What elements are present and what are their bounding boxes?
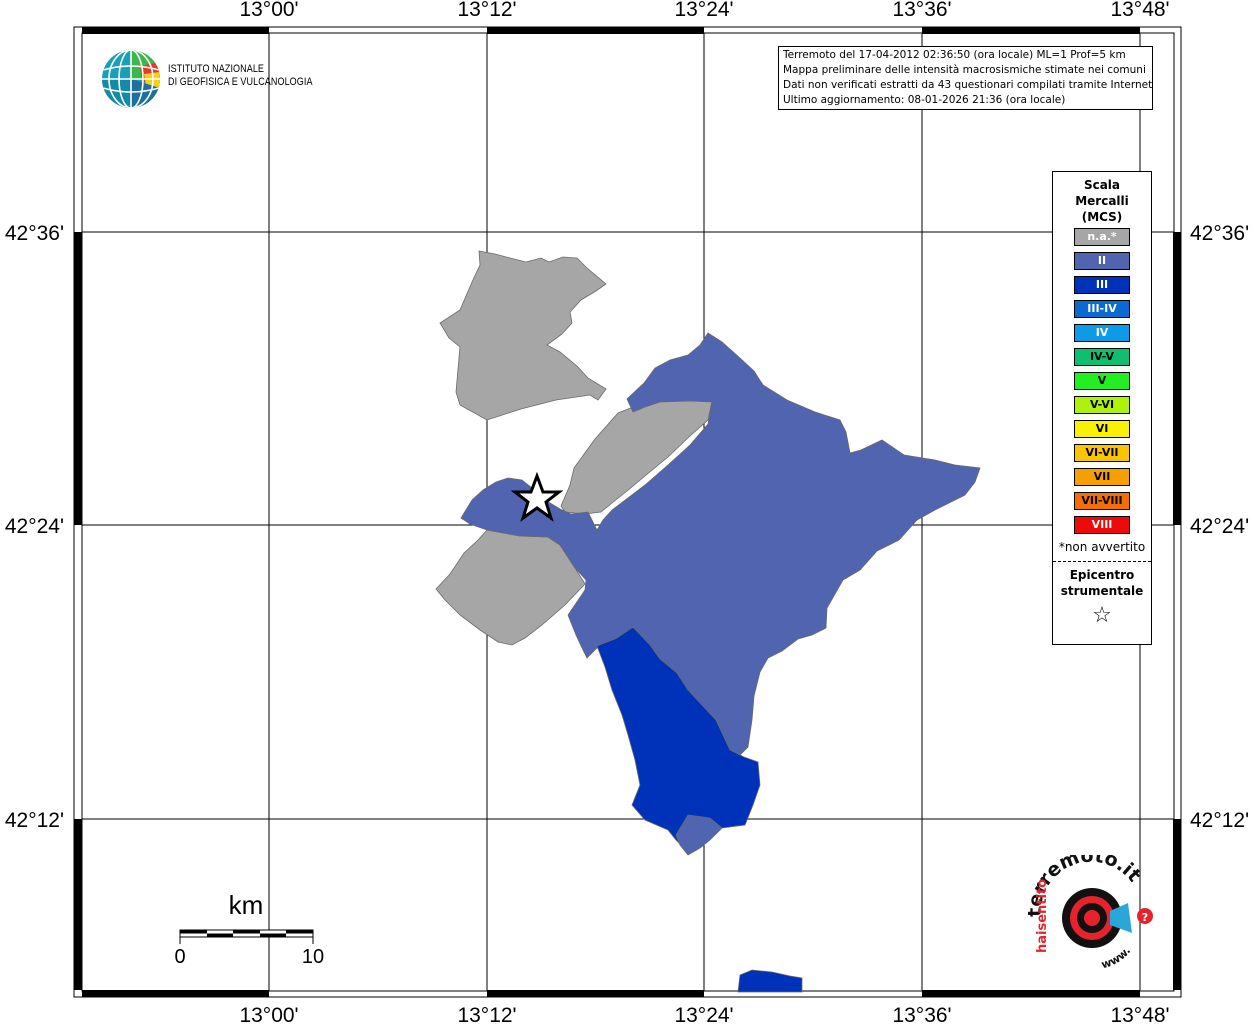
megaphone-icon bbox=[1110, 903, 1132, 933]
legend-swatch: VI-VII bbox=[1074, 444, 1130, 462]
mcs-legend: Scala Mercalli (MCS) n.a.* II III III-IV IV I… bbox=[1052, 171, 1152, 645]
lat-labels-right: 42°36' 42°24' 42°12' bbox=[1190, 222, 1249, 832]
ingv-globe-icon bbox=[102, 50, 160, 108]
legend-title-line1: Scala bbox=[1083, 178, 1121, 192]
legend-swatch: VII bbox=[1074, 468, 1130, 486]
municipality-ii-southtip bbox=[675, 814, 723, 856]
map-border-bottom bbox=[82, 990, 1140, 997]
legend-epicenter-line2: strumentale bbox=[1060, 584, 1144, 598]
question-bubble-icon bbox=[1137, 908, 1153, 924]
legend-epicenter-line1: Epicentro bbox=[1069, 568, 1135, 582]
legend-swatch: VI bbox=[1074, 420, 1130, 438]
legend-swatch: IV-V bbox=[1074, 348, 1130, 366]
lon-tick-label: 13°12' bbox=[457, 1004, 516, 1024]
ingv-logo-line2: DI GEOFISICA E VULCANOLOGIA bbox=[168, 76, 313, 88]
ingv-logo-text: ISTITUTO NAZIONALE DI GEOFISICA E VULCAN… bbox=[168, 63, 313, 89]
lon-tick-label: 13°48' bbox=[1110, 1004, 1169, 1024]
lon-tick-label: 13°24' bbox=[674, 1004, 733, 1024]
lat-tick-label: 42°24' bbox=[1190, 515, 1249, 538]
legend-swatch: VIII bbox=[1074, 516, 1130, 534]
legend-title-line2: Mercalli bbox=[1075, 194, 1129, 208]
legend-items: n.a.* II III III-IV IV IV-V V V-VI VI VI-VII VII VI… bbox=[1053, 228, 1151, 534]
map-border-left bbox=[74, 232, 82, 990]
lon-tick-label: 13°36' bbox=[892, 1004, 951, 1024]
legend-swatch: VII-VIII bbox=[1074, 492, 1130, 510]
epicenter-star-icon bbox=[510, 471, 564, 522]
event-info-box: Terremoto del 17-04-2012 02:36:50 (ora l… bbox=[778, 46, 1153, 110]
legend-swatch: IV bbox=[1074, 324, 1130, 342]
lon-tick-label: 13°00' bbox=[239, 0, 298, 21]
lon-tick-label: 13°24' bbox=[674, 0, 733, 21]
map-border-right bbox=[1173, 232, 1181, 990]
scale-bar-max: 10 bbox=[302, 946, 324, 968]
map-border-top bbox=[82, 27, 1140, 34]
lon-tick-label: 13°36' bbox=[892, 0, 951, 21]
legend-swatch: V bbox=[1074, 372, 1130, 390]
event-info-line2: Mappa preliminare delle intensità macros… bbox=[783, 64, 1146, 76]
watermark-text-side: haisentito bbox=[1035, 879, 1050, 953]
legend-swatch: III-IV bbox=[1074, 300, 1130, 318]
scale-bar-unit: km bbox=[229, 890, 264, 920]
legend-title-line3: (MCS) bbox=[1081, 210, 1123, 224]
haisentito-logo: ? terremoto.it haisentito www. bbox=[1028, 855, 1153, 971]
lat-tick-label: 42°24' bbox=[5, 515, 64, 538]
legend-star-icon: ☆ bbox=[1092, 603, 1112, 628]
lat-tick-label: 42°12' bbox=[5, 809, 64, 832]
legend-title: Scala Mercalli (MCS) bbox=[1053, 177, 1151, 225]
legend-epicenter-label: Epicentro strumentale bbox=[1053, 567, 1151, 599]
legend-separator bbox=[1053, 561, 1151, 562]
legend-footnote: *non avvertito bbox=[1058, 540, 1146, 554]
municipality-na-central bbox=[560, 399, 713, 515]
lon-tick-label: 13°12' bbox=[457, 0, 516, 21]
event-info-line4: Ultimo aggiornamento: 08-01-2026 21:36 (… bbox=[783, 94, 1066, 106]
lon-labels-top: 13°00' 13°12' 13°24' 13°36' 13°48' bbox=[239, 0, 1169, 21]
watermark-text-bottom: www. bbox=[1100, 944, 1134, 971]
ingv-logo-line1: ISTITUTO NAZIONALE bbox=[168, 63, 265, 75]
event-info-line3: Dati non verificati estratti da 43 quest… bbox=[783, 79, 1153, 91]
municipality-na-north bbox=[439, 250, 607, 421]
lat-tick-label: 42°36' bbox=[5, 222, 64, 245]
lon-tick-label: 13°48' bbox=[1110, 0, 1169, 21]
scale-bar-min: 0 bbox=[174, 946, 185, 968]
legend-swatch: II bbox=[1074, 252, 1130, 270]
lon-tick-label: 13°00' bbox=[239, 1004, 298, 1024]
lat-tick-label: 42°12' bbox=[1190, 809, 1249, 832]
scale-bar: km 0 10 bbox=[174, 890, 324, 968]
legend-swatch: III bbox=[1074, 276, 1130, 294]
event-info-line1: Terremoto del 17-04-2012 02:36:50 (ora l… bbox=[783, 49, 1126, 61]
lat-labels-left: 42°36' 42°24' 42°12' bbox=[5, 222, 64, 832]
legend-swatch: V-VI bbox=[1074, 396, 1130, 414]
municipality-iii-far-south bbox=[737, 969, 803, 993]
municipalities bbox=[435, 250, 981, 993]
lat-tick-label: 42°36' bbox=[1190, 222, 1249, 245]
lon-labels-bottom: 13°00' 13°12' 13°24' 13°36' 13°48' bbox=[239, 1004, 1169, 1024]
svg-text:?: ? bbox=[1142, 911, 1148, 924]
legend-swatch: n.a.* bbox=[1074, 228, 1130, 246]
